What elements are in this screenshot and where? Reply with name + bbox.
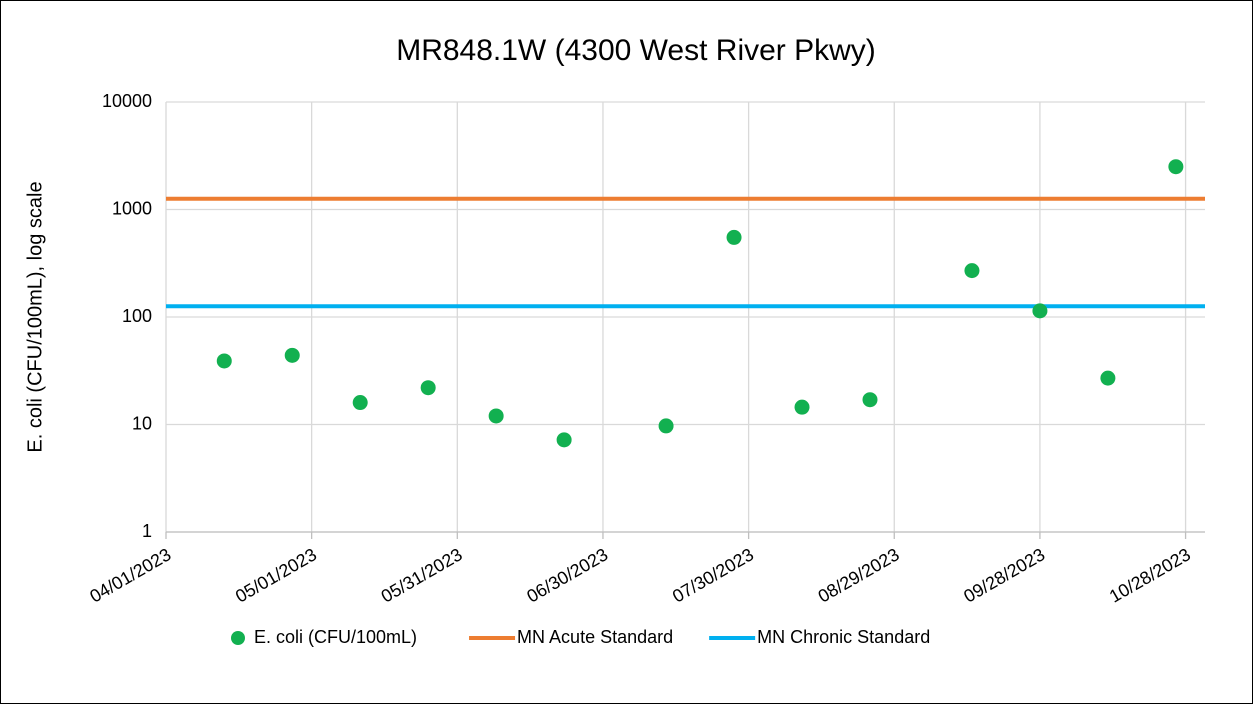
legend-label: MN Chronic Standard — [757, 627, 930, 647]
chart-title: MR848.1W (4300 West River Pkwy) — [396, 34, 876, 67]
data-point — [1032, 303, 1048, 319]
data-point — [284, 347, 300, 363]
y-tick-label: 10000 — [102, 91, 152, 111]
data-point — [352, 395, 368, 411]
y-tick-label: 1000 — [112, 198, 152, 218]
data-point — [658, 418, 674, 434]
data-point — [488, 408, 504, 424]
data-point — [726, 229, 742, 245]
data-point — [1168, 159, 1184, 175]
data-point — [862, 392, 878, 408]
data-point — [556, 432, 572, 448]
data-point — [1100, 370, 1116, 386]
y-tick-label: 10 — [132, 413, 152, 433]
data-point — [964, 263, 980, 279]
data-point — [420, 380, 436, 396]
y-axis-label: E. coli (CFU/100mL), log scale — [24, 181, 46, 452]
y-tick-label: 100 — [122, 306, 152, 326]
legend-label: E. coli (CFU/100mL) — [254, 627, 417, 647]
y-tick-label: 1 — [142, 521, 152, 541]
data-point — [794, 399, 810, 415]
legend-marker — [231, 631, 245, 645]
data-point — [216, 353, 232, 369]
legend-label: MN Acute Standard — [517, 627, 673, 647]
